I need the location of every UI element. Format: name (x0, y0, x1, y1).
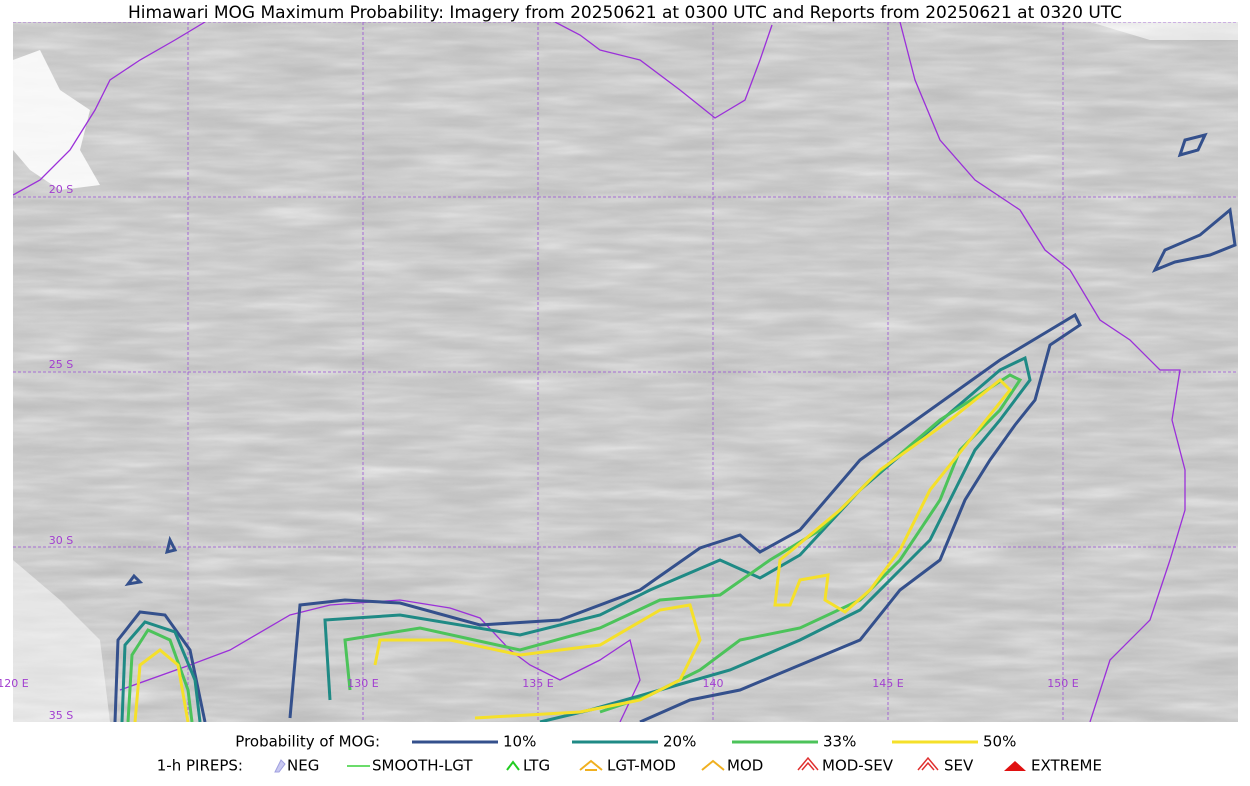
legend-icon (506, 760, 520, 771)
legend-label: MOD-SEV (822, 757, 894, 775)
legend-label: 20% (663, 733, 696, 751)
longitude-label: 145 E (872, 677, 903, 690)
longitude-labels: 120 E 130 E 135 E 140 145 E 150 E (0, 677, 1079, 690)
legend-title: Probability of MOG: (235, 733, 380, 751)
latitude-label: 25 S (49, 358, 73, 371)
longitude-label: 120 E (0, 677, 29, 690)
legend-label: LGT-MOD (607, 757, 676, 775)
latitude-labels: 20 S 25 S 30 S 35 S (49, 183, 73, 722)
legend-label: EXTREME (1031, 757, 1102, 775)
legend-label: 10% (503, 733, 536, 751)
legend-icon (1004, 761, 1026, 771)
legend: Probability of MOG: 10% 20% 33% 50% 1-h … (157, 733, 1102, 775)
title: Himawari MOG Maximum Probability: Imager… (128, 3, 1122, 23)
map (13, 22, 1238, 722)
latitude-label: 20 S (49, 183, 73, 196)
longitude-label: 135 E (522, 677, 553, 690)
longitude-label: 150 E (1047, 677, 1078, 690)
legend-title: 1-h PIREPS: (157, 757, 243, 775)
legend-label: NEG (287, 757, 319, 775)
coastline (13, 22, 1186, 722)
graticule (13, 22, 1238, 722)
longitude-label: 130 E (347, 677, 378, 690)
legend-icon (797, 756, 819, 771)
longitude-label: 140 (703, 677, 724, 690)
legend-label: SMOOTH-LGT (372, 757, 473, 775)
legend-icon (917, 756, 939, 771)
legend-icon (579, 759, 603, 771)
legend-label: MOD (727, 757, 763, 775)
legend-label: SEV (944, 757, 974, 775)
mog-contours (113, 132, 1237, 722)
latitude-label: 35 S (49, 709, 73, 722)
legend-icon (701, 759, 725, 771)
cloud-patches (13, 22, 1238, 722)
legend-label: 50% (983, 733, 1016, 751)
legend-label: 33% (823, 733, 856, 751)
latitude-label: 30 S (49, 534, 73, 547)
legend-label: LTG (523, 757, 550, 775)
legend-icon (274, 759, 286, 773)
